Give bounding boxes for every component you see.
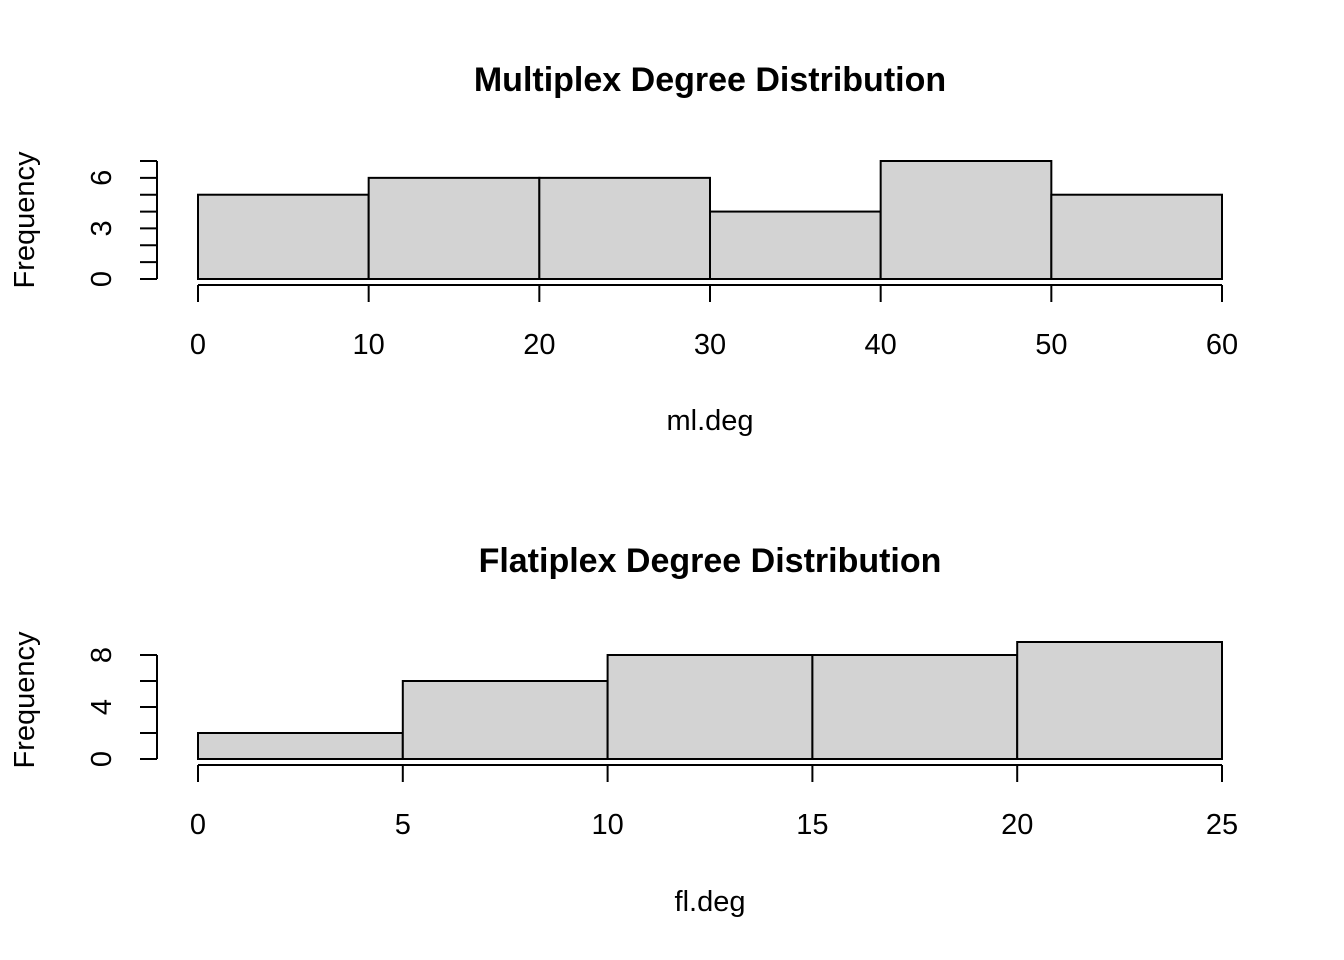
x-tick-label: 25 xyxy=(1206,809,1238,841)
histogram-bar xyxy=(1050,193,1224,280)
y-tick-label: 8 xyxy=(86,647,118,663)
histogram-bar xyxy=(197,193,370,280)
histogram-bar xyxy=(197,732,404,760)
histogram-bar xyxy=(606,654,814,760)
chart-title: Flatiplex Degree Distribution xyxy=(479,542,942,580)
x-axis-title: fl.deg xyxy=(675,886,746,918)
histogram-bar xyxy=(401,680,609,760)
histogram-bar xyxy=(709,210,882,280)
y-axis-title: Frequency xyxy=(9,631,41,769)
x-axis-title: ml.deg xyxy=(666,405,753,437)
histogram-bar xyxy=(879,160,1053,280)
y-tick-label: 6 xyxy=(86,170,118,186)
x-tick-label: 10 xyxy=(591,809,623,841)
x-tick-label: 15 xyxy=(796,809,828,841)
histogram-bar xyxy=(367,176,541,281)
x-tick-label: 0 xyxy=(190,809,206,841)
y-axis-title: Frequency xyxy=(9,151,41,289)
histogram-bar xyxy=(811,654,1019,760)
x-tick-label: 20 xyxy=(523,329,555,361)
x-tick-label: 60 xyxy=(1206,329,1238,361)
x-tick-label: 50 xyxy=(1035,329,1067,361)
histogram-bar xyxy=(538,176,711,281)
x-tick-label: 0 xyxy=(190,329,206,361)
flatiplex-histogram-panel: Flatiplex Degree Distribution 0 5 10 15 20 25 f… xyxy=(9,542,1238,918)
chart-title: Multiplex Degree Distribution xyxy=(474,61,946,99)
x-tick-label: 5 xyxy=(395,809,411,841)
y-tick-label: 0 xyxy=(86,271,118,287)
y-tick-label: 3 xyxy=(86,220,118,236)
x-tick-label: 10 xyxy=(353,329,385,361)
y-tick-label: 0 xyxy=(86,751,118,767)
x-tick-label: 30 xyxy=(694,329,726,361)
x-tick-label: 40 xyxy=(865,329,897,361)
histogram-bar xyxy=(1016,641,1224,760)
x-tick-label: 20 xyxy=(1001,809,1033,841)
y-tick-label: 4 xyxy=(86,699,118,715)
